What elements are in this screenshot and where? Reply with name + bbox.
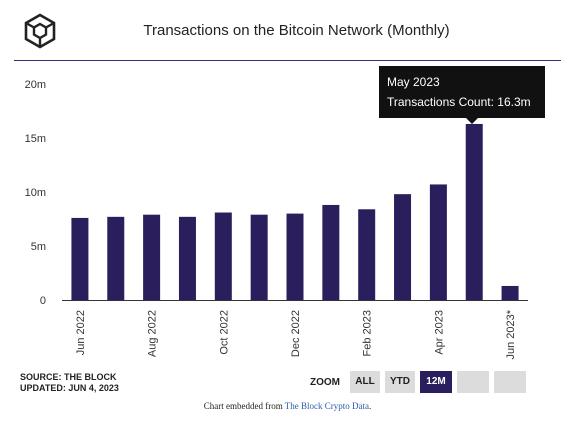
y-axis: 0 5m 10m 15m 20m bbox=[25, 79, 46, 307]
tooltip-value: Transactions Count: 16.3m bbox=[387, 95, 531, 109]
zoom-extra-button-2[interactable] bbox=[494, 371, 526, 393]
x-tick-label: Oct 2022 bbox=[218, 310, 230, 355]
the-block-cube-logo-icon[interactable] bbox=[22, 13, 58, 49]
zoom-all-button[interactable]: ALL bbox=[350, 371, 380, 393]
source-info: SOURCE: THE BLOCK UPDATED: JUN 4, 2023 bbox=[20, 372, 119, 394]
bar[interactable] bbox=[71, 217, 89, 300]
bars bbox=[71, 123, 519, 301]
bar[interactable] bbox=[178, 216, 196, 300]
bar-highlighted[interactable] bbox=[465, 123, 483, 301]
zoom-label: ZOOM bbox=[310, 376, 340, 388]
bar[interactable] bbox=[214, 212, 232, 300]
x-tick-label: Dec 2022 bbox=[290, 310, 302, 357]
x-tick-label: Aug 2022 bbox=[147, 310, 159, 357]
x-tick-label: Apr 2023 bbox=[433, 310, 445, 355]
updated-label: UPDATED: JUN 4, 2023 bbox=[20, 383, 119, 393]
y-tick-label: 0 bbox=[40, 295, 46, 307]
bar[interactable] bbox=[429, 184, 447, 300]
y-tick-label: 5m bbox=[31, 241, 46, 253]
source-label: SOURCE: THE BLOCK bbox=[20, 372, 117, 382]
chart-header: Transactions on the Bitcoin Network (Mon… bbox=[0, 0, 575, 62]
chart-tooltip: May 2023 Transactions Count: 16.3m bbox=[379, 66, 545, 124]
x-axis: Jun 2022 Aug 2022 Oct 2022 Dec 2022 Feb 2023… bbox=[75, 309, 517, 359]
y-tick-label: 15m bbox=[25, 133, 46, 145]
zoom-12m-button[interactable]: 12M bbox=[420, 371, 452, 393]
bar[interactable] bbox=[358, 209, 376, 300]
bar[interactable] bbox=[107, 216, 125, 300]
zoom-extra-button-1[interactable] bbox=[457, 371, 489, 393]
y-tick-label: 10m bbox=[25, 187, 46, 199]
bar[interactable] bbox=[286, 213, 304, 300]
zoom-controls: ZOOM ALL YTD 12M bbox=[310, 371, 531, 393]
x-tick-label: Feb 2023 bbox=[362, 310, 374, 356]
tooltip-month: May 2023 bbox=[387, 75, 440, 89]
embed-credit: Chart embedded from The Block Crypto Dat… bbox=[0, 401, 575, 411]
embed-link[interactable]: The Block Crypto Data bbox=[284, 401, 370, 411]
tooltip-arrow bbox=[466, 118, 478, 124]
y-tick-label: 20m bbox=[25, 79, 46, 91]
x-tick-label: Jun 2022 bbox=[75, 310, 87, 355]
embed-prefix: Chart embedded from bbox=[203, 401, 285, 411]
zoom-ytd-button[interactable]: YTD bbox=[385, 371, 415, 393]
bar[interactable] bbox=[394, 194, 412, 300]
x-tick-label: Jun 2023* bbox=[505, 309, 517, 359]
bar[interactable] bbox=[322, 204, 340, 300]
bar[interactable] bbox=[501, 285, 519, 300]
bar[interactable] bbox=[250, 214, 268, 300]
chart-title: Transactions on the Bitcoin Network (Mon… bbox=[143, 22, 450, 39]
bar-chart: 0 5m 10m 15m 20m Jun 2022 Aug 2022 Oct 2022 Dec… bbox=[25, 79, 528, 360]
embed-suffix: . bbox=[369, 401, 372, 411]
title-divider bbox=[14, 60, 561, 61]
bar[interactable] bbox=[143, 214, 161, 300]
